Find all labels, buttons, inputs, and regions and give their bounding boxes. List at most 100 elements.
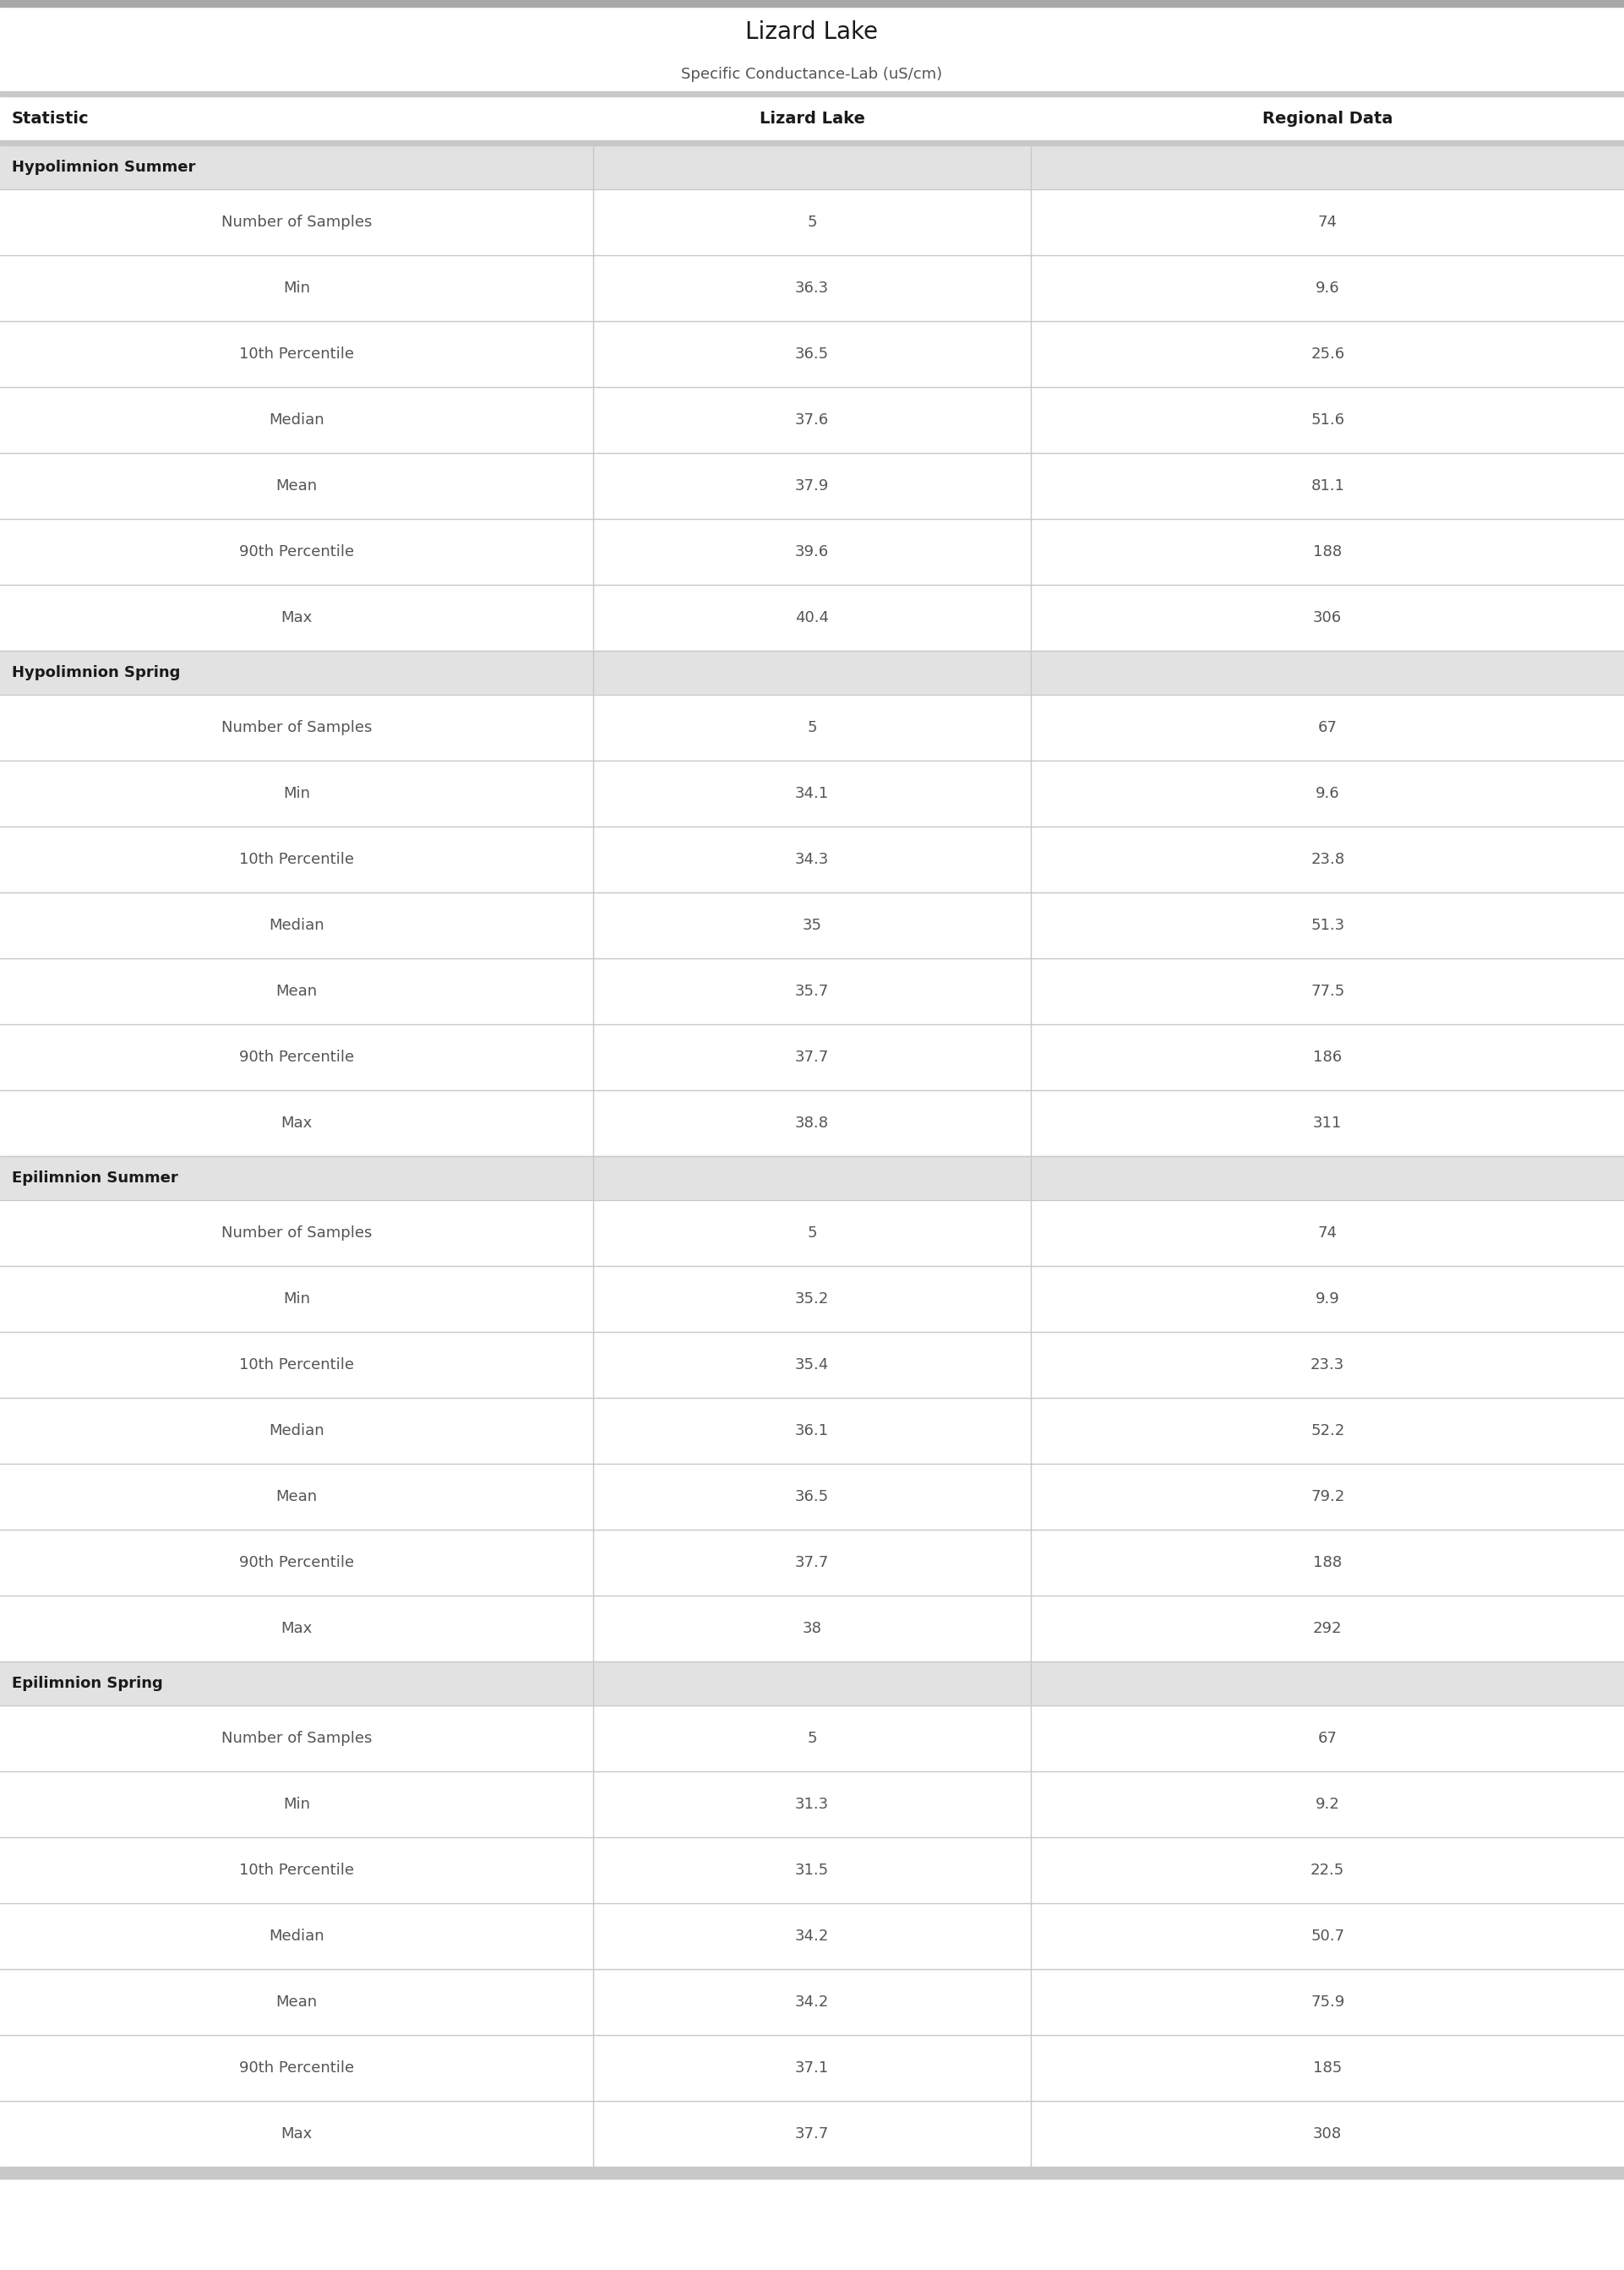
Bar — [0, 1332, 1624, 1398]
Text: 34.1: 34.1 — [796, 785, 828, 801]
Text: Max: Max — [281, 1115, 312, 1130]
Text: 37.6: 37.6 — [796, 413, 828, 427]
Text: 5: 5 — [807, 720, 817, 735]
Text: Statistic: Statistic — [11, 111, 89, 127]
Text: 37.7: 37.7 — [796, 1049, 828, 1065]
Text: 5: 5 — [807, 1730, 817, 1746]
Text: Lizard Lake: Lizard Lake — [745, 20, 879, 43]
Text: 77.5: 77.5 — [1311, 983, 1345, 999]
Text: Median: Median — [268, 1930, 325, 1943]
Bar — [0, 1662, 1624, 1705]
Bar — [0, 91, 1624, 95]
Text: 34.3: 34.3 — [796, 851, 828, 867]
Text: 306: 306 — [1314, 611, 1341, 627]
Text: Hypolimnion Summer: Hypolimnion Summer — [11, 159, 195, 175]
Bar — [0, 1090, 1624, 1155]
Bar — [0, 826, 1624, 892]
Bar — [0, 2102, 1624, 2168]
Bar — [0, 254, 1624, 320]
Text: 292: 292 — [1314, 1621, 1341, 1637]
Text: 308: 308 — [1314, 2127, 1341, 2141]
Text: 188: 188 — [1314, 545, 1341, 558]
Text: Min: Min — [283, 1798, 310, 1811]
Text: 36.5: 36.5 — [796, 347, 828, 361]
Bar — [0, 1902, 1624, 1968]
Text: 311: 311 — [1314, 1115, 1341, 1130]
Bar — [0, 1705, 1624, 1771]
Text: Median: Median — [268, 413, 325, 427]
Text: 31.3: 31.3 — [796, 1798, 828, 1811]
Bar — [0, 958, 1624, 1024]
Bar — [0, 1398, 1624, 1464]
Text: 34.2: 34.2 — [796, 1930, 828, 1943]
Text: 90th Percentile: 90th Percentile — [239, 545, 354, 558]
Bar — [0, 2036, 1624, 2102]
Text: Max: Max — [281, 1621, 312, 1637]
Text: Median: Median — [268, 917, 325, 933]
Text: 90th Percentile: 90th Percentile — [239, 1555, 354, 1571]
Bar — [0, 145, 1624, 188]
Text: Regional Data: Regional Data — [1262, 111, 1393, 127]
Text: 10th Percentile: 10th Percentile — [239, 851, 354, 867]
Text: Min: Min — [283, 281, 310, 295]
Bar — [0, 1530, 1624, 1596]
Text: 35.2: 35.2 — [796, 1292, 828, 1308]
Bar — [0, 0, 1624, 7]
Bar — [0, 892, 1624, 958]
Text: 37.9: 37.9 — [796, 479, 828, 493]
Text: Mean: Mean — [276, 1995, 317, 2009]
Text: 52.2: 52.2 — [1311, 1423, 1345, 1439]
Text: Number of Samples: Number of Samples — [221, 216, 372, 229]
Text: 31.5: 31.5 — [796, 1864, 828, 1877]
Text: Max: Max — [281, 2127, 312, 2141]
Text: 38: 38 — [802, 1621, 822, 1637]
Text: 36.3: 36.3 — [796, 281, 828, 295]
Text: 9.6: 9.6 — [1315, 785, 1340, 801]
Text: 22.5: 22.5 — [1311, 1864, 1345, 1877]
Text: 36.5: 36.5 — [796, 1489, 828, 1505]
Bar — [0, 1771, 1624, 1836]
Text: 23.3: 23.3 — [1311, 1357, 1345, 1373]
Text: 51.6: 51.6 — [1311, 413, 1345, 427]
Text: 40.4: 40.4 — [796, 611, 828, 627]
Bar — [0, 1155, 1624, 1201]
Bar — [0, 586, 1624, 651]
Text: Mean: Mean — [276, 1489, 317, 1505]
Text: Epilimnion Spring: Epilimnion Spring — [11, 1675, 162, 1691]
Text: 90th Percentile: 90th Percentile — [239, 2061, 354, 2075]
Bar — [0, 1836, 1624, 1902]
Text: 67: 67 — [1319, 1730, 1337, 1746]
Text: Mean: Mean — [276, 983, 317, 999]
Text: 10th Percentile: 10th Percentile — [239, 1357, 354, 1373]
Bar — [0, 454, 1624, 520]
Bar — [0, 760, 1624, 826]
Text: 51.3: 51.3 — [1311, 917, 1345, 933]
Bar — [0, 7, 1624, 91]
Text: 185: 185 — [1314, 2061, 1341, 2075]
Bar — [0, 388, 1624, 454]
Text: 36.1: 36.1 — [796, 1423, 828, 1439]
Text: Number of Samples: Number of Samples — [221, 1730, 372, 1746]
Text: 39.6: 39.6 — [796, 545, 828, 558]
Text: 186: 186 — [1314, 1049, 1341, 1065]
Bar — [0, 1267, 1624, 1332]
Bar — [0, 141, 1624, 145]
Text: Max: Max — [281, 611, 312, 627]
Bar — [0, 1968, 1624, 2036]
Text: 5: 5 — [807, 216, 817, 229]
Text: 38.8: 38.8 — [796, 1115, 828, 1130]
Text: Epilimnion Summer: Epilimnion Summer — [11, 1171, 179, 1185]
Text: 188: 188 — [1314, 1555, 1341, 1571]
Bar — [0, 1596, 1624, 1662]
Text: 10th Percentile: 10th Percentile — [239, 347, 354, 361]
Text: 81.1: 81.1 — [1311, 479, 1345, 493]
Text: Specific Conductance-Lab (uS/cm): Specific Conductance-Lab (uS/cm) — [682, 66, 942, 82]
Text: 79.2: 79.2 — [1311, 1489, 1345, 1505]
Text: 10th Percentile: 10th Percentile — [239, 1864, 354, 1877]
Text: 74: 74 — [1319, 1226, 1337, 1242]
Text: Number of Samples: Number of Samples — [221, 720, 372, 735]
Text: Lizard Lake: Lizard Lake — [760, 111, 864, 127]
Text: 9.6: 9.6 — [1315, 281, 1340, 295]
Bar — [0, 651, 1624, 695]
Bar — [0, 695, 1624, 760]
